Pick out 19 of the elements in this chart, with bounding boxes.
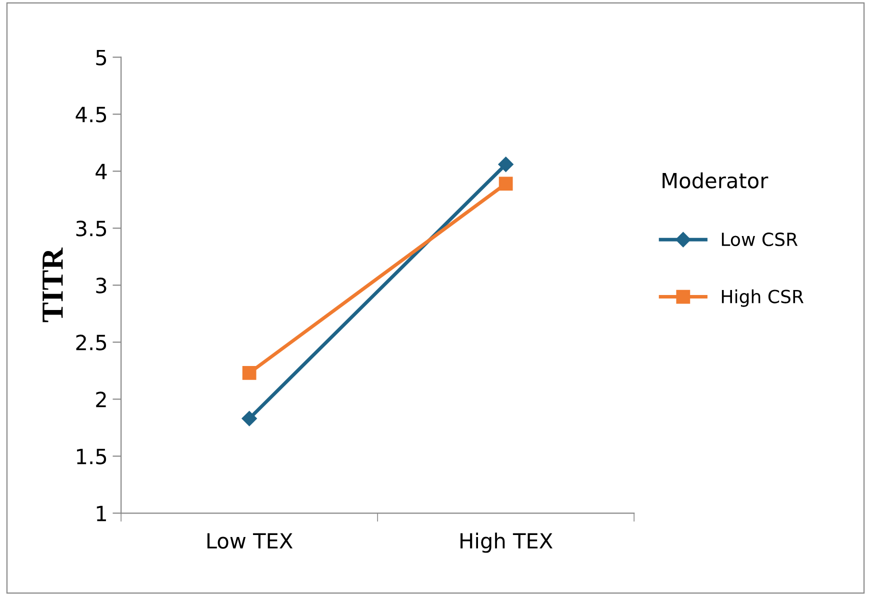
y-tick-label: 1.5 <box>77 448 106 464</box>
y-tick-label: 5 <box>96 50 106 66</box>
point <box>498 156 514 172</box>
y-tick-label: 2 <box>96 392 106 408</box>
y-tick-label: 4 <box>96 164 107 180</box>
y-tick-label: 3.5 <box>76 220 106 236</box>
point <box>242 410 257 426</box>
y-axis-title: TITR <box>42 248 63 322</box>
y-tick-label: 1 <box>96 506 106 522</box>
legend-label: Low CSR <box>722 232 798 246</box>
x-tick-label: High TEX <box>460 532 553 553</box>
point <box>498 176 513 191</box>
y-tick-label: 3 <box>96 278 106 294</box>
y-tick-label: 2.5 <box>76 334 106 350</box>
legend-label: High CSR <box>722 289 804 307</box>
x-tick-label: Low TEX <box>207 533 293 549</box>
point <box>242 366 256 380</box>
y-tick-label: 4.5 <box>76 106 106 122</box>
legend-title: Moderator <box>662 172 768 188</box>
